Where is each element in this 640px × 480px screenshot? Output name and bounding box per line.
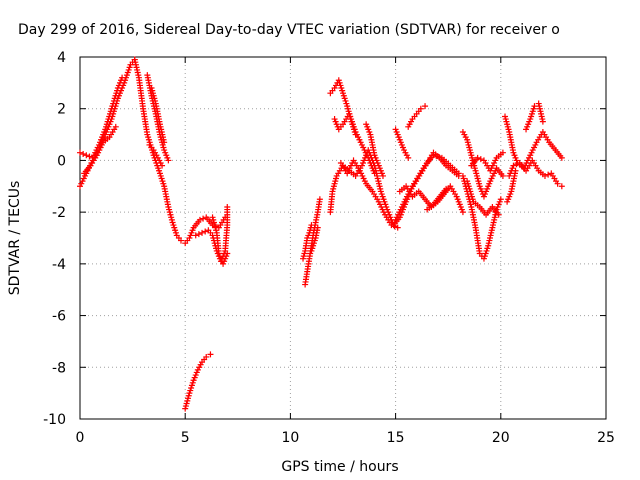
y-tick-label: 4 [57,50,66,66]
y-tick-label: -4 [52,257,66,273]
x-tick-label: 15 [387,430,405,446]
data-point [474,154,481,161]
x-tick-label: 20 [492,430,510,446]
data-point [80,150,87,157]
data-point [165,157,172,164]
data-point [161,139,168,146]
y-tick-label: -2 [52,205,66,221]
data-point [558,183,565,190]
y-tick-label: -8 [52,360,66,376]
data-point [513,161,520,168]
data-point [388,222,395,229]
y-axis-label: SDTVAR / TECUs [7,181,23,296]
x-axis-label: GPS time / hours [281,459,398,475]
data-point [308,222,315,229]
y-tick-label: -10 [43,412,66,428]
data-point [554,180,561,187]
grid-lines [80,57,606,419]
data-point [417,105,424,112]
data-point [159,162,166,169]
data-point [510,162,517,169]
data-point [77,149,83,156]
data-point [391,223,398,230]
data-point [379,172,386,179]
data-points [77,56,565,412]
data-point [200,215,207,222]
data-point [177,237,184,244]
data-point [497,196,504,203]
axis-ticks: 0 5 10 15 20 25 -10 -8 -6 -4 -2 0 2 4 [43,50,615,446]
data-point [314,224,321,231]
data-point [371,170,378,177]
data-point [203,353,210,360]
data-point [541,172,548,179]
data-point [539,118,546,125]
x-tick-label: 0 [76,430,85,446]
data-point [195,231,202,238]
x-tick-label: 5 [181,430,190,446]
data-point [112,123,119,130]
data-point [224,250,231,257]
data-point [316,196,323,203]
data-point [422,103,429,110]
data-point [545,171,552,178]
data-point [199,229,206,236]
data-point [394,224,401,231]
data-point [119,74,126,81]
data-point [512,167,519,174]
data-point [207,351,214,358]
x-tick-label: 10 [281,430,299,446]
data-point [558,154,565,161]
data-point [443,185,450,192]
data-point [83,152,90,159]
data-point [202,228,209,235]
y-tick-label: -6 [52,309,66,325]
data-point [495,211,502,218]
data-point [86,153,93,160]
data-point [405,154,412,161]
y-tick-label: 2 [57,102,66,118]
data-point [459,209,466,216]
y-tick-label: 0 [57,153,66,169]
data-point [196,216,203,223]
data-point [224,203,231,210]
x-tick-label: 25 [597,430,615,446]
data-point [477,156,484,163]
plot-frame [79,56,607,420]
data-point [192,232,199,239]
chart-title: Day 299 of 2016, Sidereal Day-to-day VTE… [18,22,560,38]
data-point [499,172,506,179]
data-point [499,149,506,156]
